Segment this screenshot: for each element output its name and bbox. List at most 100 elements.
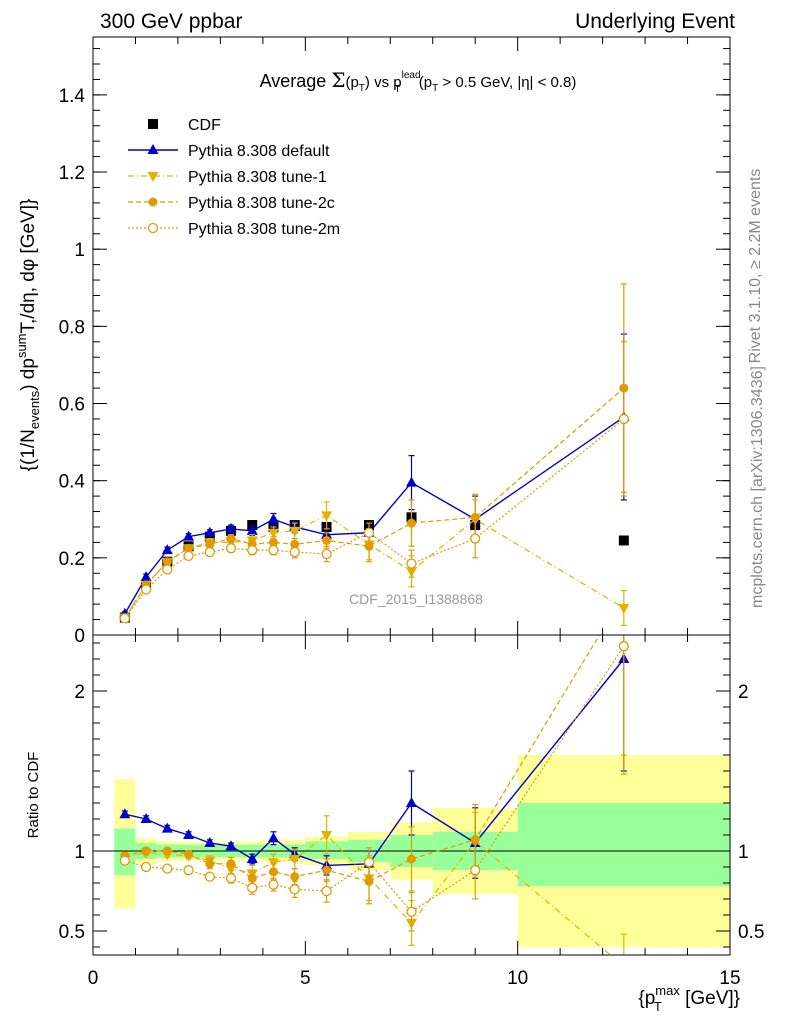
main-point-default <box>225 522 237 533</box>
main-y-tick-label: 0.6 <box>59 395 85 416</box>
legend-entry-tune1: Pythia 8.308 tune-1 <box>128 169 327 186</box>
ratio-point-default <box>267 832 279 843</box>
main-point-tune2m <box>289 546 300 558</box>
ratio-point-tune2m <box>321 885 332 897</box>
main-point-tune2m <box>406 558 417 569</box>
ratio-point-tune2m <box>406 906 417 917</box>
legend-label-data: CDF <box>188 117 221 134</box>
ratio-point-tune2m <box>140 861 152 873</box>
main-y-axis-label: {(1/Nevents) dpsumT,/dη, dφ [GeV]} <box>14 199 42 472</box>
ratio-point-tune2m <box>225 873 237 884</box>
main-panel-axes: 0 0.2 0.4 0.6 0.8 1 1.2 1.4 <box>59 36 731 647</box>
ratio-y-axis-label: Ratio to CDF <box>25 752 42 839</box>
main-point-tune2m <box>470 533 481 544</box>
legend-label-tune2c: Pythia 8.308 tune-2c <box>188 195 335 212</box>
legend-entry-default: Pythia 8.308 default <box>128 143 330 160</box>
ratio-point-default <box>140 813 152 823</box>
ratio-y-tick-label: 1 <box>74 842 85 863</box>
main-point-tune2m <box>247 544 258 556</box>
main-point-default <box>161 544 173 555</box>
main-point-tune2c <box>364 541 374 551</box>
rivet-label: Rivet 3.1.10, ≥ 2.2M events <box>747 169 764 364</box>
ratio-point-tune2m <box>162 863 173 874</box>
ratio-panel-axes: 0.5 0.5 1 1 2 2 0 5 10 15 <box>59 634 764 989</box>
ratio-point-tune2c <box>205 859 215 869</box>
plot-title: Average Σ(pT) vs plead T (pT > 0.5 GeV, |… <box>260 68 577 95</box>
x-tick-label: 15 <box>719 968 740 989</box>
main-point-tune2m <box>618 413 629 425</box>
ratio-point-tune2m <box>268 879 279 890</box>
main-point-tune1 <box>618 603 630 614</box>
main-point-tune2c <box>268 537 278 547</box>
main-point-tune2m <box>140 584 152 595</box>
main-point-tune2m <box>268 544 279 556</box>
main-series-tune2c <box>120 283 629 623</box>
main-point-tune2m <box>119 613 130 624</box>
ratio-point-tune2m <box>119 855 130 866</box>
x-tick-label: 10 <box>507 968 528 989</box>
main-point-tune2c <box>407 518 416 528</box>
main-point-data <box>618 535 629 546</box>
ratio-series-tune2m <box>119 635 629 932</box>
ratio-y-tick-label: 0.5 <box>59 922 85 943</box>
ratio-point-tune2m <box>470 865 481 876</box>
x-tick-label: 5 <box>300 968 311 989</box>
mcplots-label: mcplots.cern.ch [arXiv:1306.3436] <box>749 366 766 608</box>
legend-marker-tune2c <box>148 197 158 207</box>
header-right: Underlying Event <box>575 10 735 33</box>
legend-marker-tune2m <box>147 222 159 234</box>
ratio-point-default <box>204 837 216 847</box>
ratio-panel-series <box>119 635 630 972</box>
legend-label-tune2m: Pythia 8.308 tune-2m <box>188 221 340 238</box>
ratio-point-default <box>246 853 258 863</box>
main-point-tune2m <box>183 550 194 562</box>
ratio-point-tune2m <box>289 884 300 895</box>
ratio-point-default <box>183 829 195 839</box>
ratio-point-default <box>161 822 173 833</box>
main-y-tick-label: 0 <box>74 626 85 647</box>
ratio-point-tune2c <box>268 867 278 877</box>
main-point-default <box>267 513 279 524</box>
main-y-tick-label: 0.2 <box>59 549 85 570</box>
header-left: 300 GeV ppbar <box>100 10 242 33</box>
ratio-line-tune2c <box>124 635 601 883</box>
legend-label-default: Pythia 8.308 default <box>188 143 330 160</box>
main-line-default <box>124 416 625 615</box>
legend-marker-tune1 <box>147 172 159 182</box>
ratio-y-tick-label-right: 2 <box>738 682 749 703</box>
main-y-tick-label: 0.4 <box>59 472 86 493</box>
main-point-default <box>204 526 216 537</box>
legend-entry-data: CDF <box>148 117 221 134</box>
legend-label-tune1: Pythia 8.308 tune-1 <box>188 169 327 186</box>
ratio-point-tune2m <box>363 857 375 868</box>
ratio-point-tune2c <box>247 873 257 883</box>
main-point-tune1 <box>289 526 301 537</box>
ratio-point-tune2c <box>364 876 374 886</box>
ratio-frame <box>92 634 731 956</box>
ratio-point-tune2c <box>141 846 151 856</box>
main-y-tick-label: 1 <box>74 240 85 261</box>
ratio-point-tune2c <box>290 872 300 882</box>
ratio-point-tune2c <box>226 859 236 869</box>
ratio-band-green <box>517 803 730 887</box>
legend-marker-default <box>147 144 159 154</box>
ratio-line-tune1 <box>124 834 612 955</box>
main-point-tune2m <box>225 543 237 554</box>
main-point-tune2c <box>184 543 194 553</box>
ratio-line-tune2m <box>124 645 625 913</box>
ratio-point-tune1 <box>321 831 333 841</box>
main-point-default <box>183 530 195 541</box>
main-point-tune2m <box>321 548 332 560</box>
ratio-y-tick-label: 2 <box>74 682 85 703</box>
ratio-point-tune2m <box>183 865 194 876</box>
x-axis-label: {pmax T [GeV]} <box>638 983 740 1014</box>
legend-entry-tune2c: Pythia 8.308 tune-2c <box>128 195 335 212</box>
ratio-point-tune2m <box>618 641 629 652</box>
ratio-point-tune2c <box>407 854 416 864</box>
legend-entry-tune2m: Pythia 8.308 tune-2m <box>128 221 340 238</box>
ratio-point-tune1 <box>618 962 629 972</box>
main-point-tune2c <box>162 557 172 567</box>
ratio-y-tick-label-right: 1 <box>738 842 749 863</box>
main-series-tune2m <box>119 341 629 624</box>
